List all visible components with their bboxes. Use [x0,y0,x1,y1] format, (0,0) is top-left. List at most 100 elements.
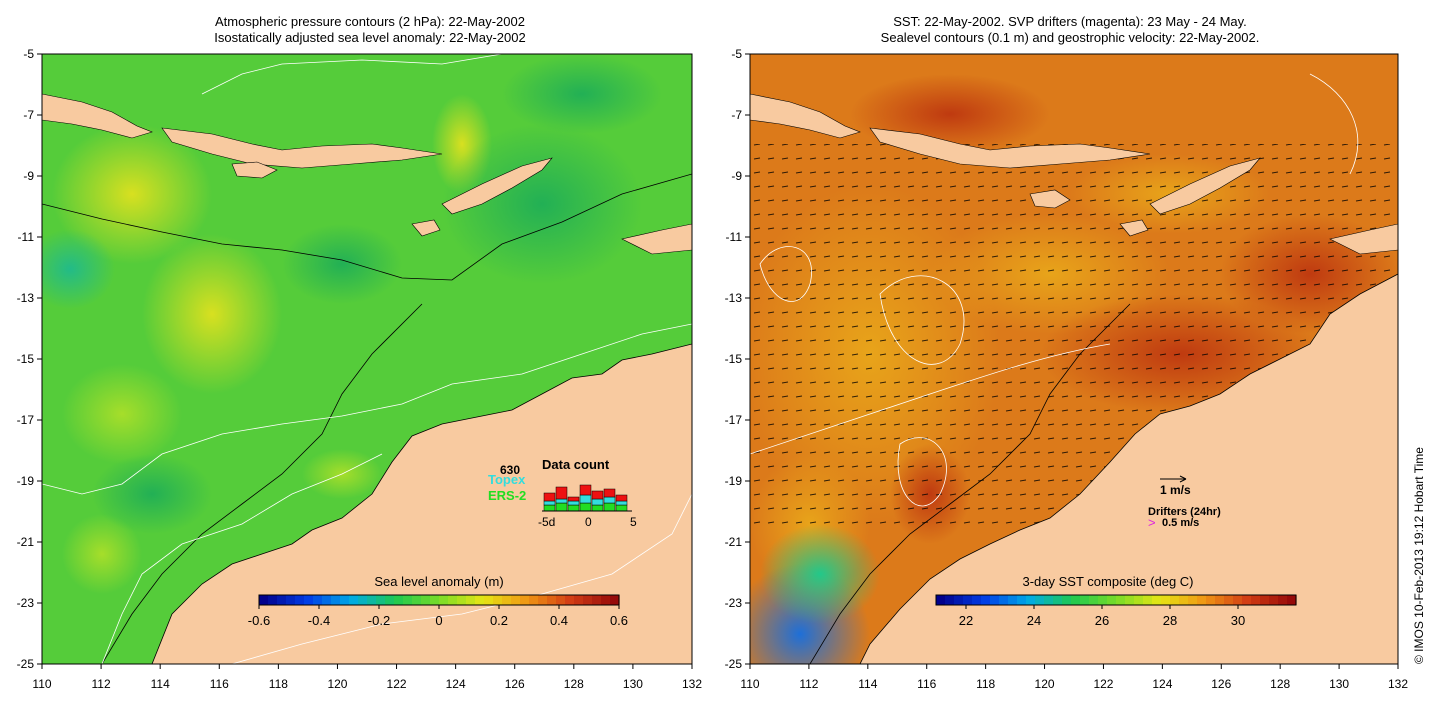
colorbar-segment [286,595,296,605]
pressure-contour [101,453,383,664]
anomaly-high [62,364,182,464]
land-nusa-tenggara [869,127,1151,169]
right-map-frame [749,53,1399,665]
colorbar-segment [1161,595,1171,605]
lat-tick-label: -15 [725,352,743,366]
colorbar-segment [529,595,539,605]
left-colorbar-ticks: -0.6 -0.4 -0.2 0 0.2 0.4 0.6 [248,605,628,628]
colorbar-segment [592,595,602,605]
lon-tick-label: 118 [976,677,995,691]
land-australia [151,343,692,664]
lon-tick-label: 116 [917,677,936,691]
colorbar-tick-label: 22 [959,613,973,628]
colorbar-segment [981,595,991,605]
colorbar-segment [457,595,467,605]
histogram-bar-total [543,492,556,502]
land-timor [1149,157,1261,215]
colorbar-segment [295,595,305,605]
right-map: 3-day SST composite (deg C) 22 24 26 28 30 1… [750,54,1398,664]
lat-tick-label: -7 [23,108,34,122]
colorbar-segment [990,595,1000,605]
colorbar-segment [1017,595,1027,605]
colorbar-tick-label: 30 [1231,613,1245,628]
colorbar-segment [1026,595,1036,605]
anomaly-low [42,229,115,309]
lat-tick-label: -5 [23,47,34,61]
right-colorbar-ticks: 22 24 26 28 30 [959,605,1245,628]
colorbar-segment [1008,595,1018,605]
lat-tick-label: -13 [17,291,35,305]
colorbar-segment [999,595,1009,605]
lon-tick-label: 116 [210,677,229,691]
colorbar-segment [1224,595,1234,605]
left-map-frame [41,53,693,665]
colorbar-tick-label: 0.2 [490,613,508,628]
lat-tick-label: -13 [725,291,743,305]
lon-tick-label: 114 [151,677,170,691]
lat-tick-label: -5 [731,47,742,61]
colorbar-tick-label: 0.4 [550,613,568,628]
colorbar-segment [1197,595,1207,605]
lon-tick-label: 110 [32,677,51,691]
left-title-line1: Atmospheric pressure contours (2 hPa): 2… [215,14,525,29]
lon-tick-label: 128 [564,677,584,691]
lat-tick-label: -15 [17,352,35,366]
colorbar-segment [1044,595,1054,605]
land-nusa-tenggara [161,127,443,169]
colorbar-segment [349,595,359,605]
lon-tick-label: 124 [446,677,466,691]
colorbar-segment [322,595,332,605]
colorbar-segment [1188,595,1198,605]
right-lon-ticks: 110 112 114 116 118 120 122 124 126 128 130 132 [740,664,1408,691]
colorbar-segment [430,595,440,605]
left-map: Sea level anomaly (m) -0.6 -0.4 -0.2 0 0.2 0.… [42,54,692,664]
colorbar-segment [1233,595,1243,605]
colorbar-segment [259,595,269,605]
left-title-line2: Isostatically adjusted sea level anomaly… [214,30,526,45]
shelf-contour [101,303,423,664]
colorbar-segment [1089,595,1099,605]
lat-tick-label: -21 [17,535,35,549]
colorbar-tick-label: 24 [1027,613,1041,628]
colorbar-segment [1278,595,1288,605]
colorbar-segment [448,595,458,605]
drifter-arrow-icon: > [1148,515,1156,530]
lon-tick-label: 122 [387,677,407,691]
lon-tick-label: 132 [1388,677,1408,691]
colorbar-segment [1134,595,1144,605]
land-sumba [1029,189,1071,209]
colorbar-segment [439,595,449,605]
sea-level-contour [897,437,947,507]
colorbar-segment [1107,595,1117,605]
colorbar-segment [376,595,386,605]
colorbar-segment [277,595,287,605]
land-island [411,219,441,237]
colorbar-segment [1152,595,1162,605]
lat-tick-label: -19 [17,474,35,488]
colorbar-segment [556,595,566,605]
lon-tick-label: 114 [858,677,877,691]
pressure-contour [42,323,692,495]
colorbar-segment [493,595,503,605]
colorbar-segment [268,595,278,605]
anomaly-low [502,54,662,134]
lat-tick-label: -9 [731,169,742,183]
lat-tick-label: -23 [725,596,743,610]
colorbar-segment [1035,595,1045,605]
lat-tick-label: -11 [726,230,743,244]
lon-tick-label: 128 [1270,677,1290,691]
land-island [1119,219,1149,237]
lon-tick-label: 112 [799,677,818,691]
colorbar-segment [511,595,521,605]
colorbar-segment [963,595,973,605]
colorbar-segment [385,595,395,605]
left-lat-ticks: -5 -7 -9 -11 -13 -15 -17 -19 -21 -23 -25 [17,47,42,671]
right-title-line2: Sealevel contours (0.1 m) and geostrophi… [880,30,1260,45]
anomaly-low [282,224,402,304]
colorbar-segment [340,595,350,605]
data-count-title: Data count [542,457,610,472]
copyright-label: © IMOS 10-Feb-2013 19:12 Hobart Time [1412,447,1426,664]
colorbar-segment [367,595,377,605]
sst-cold [760,524,880,624]
colorbar-segment [1242,595,1252,605]
